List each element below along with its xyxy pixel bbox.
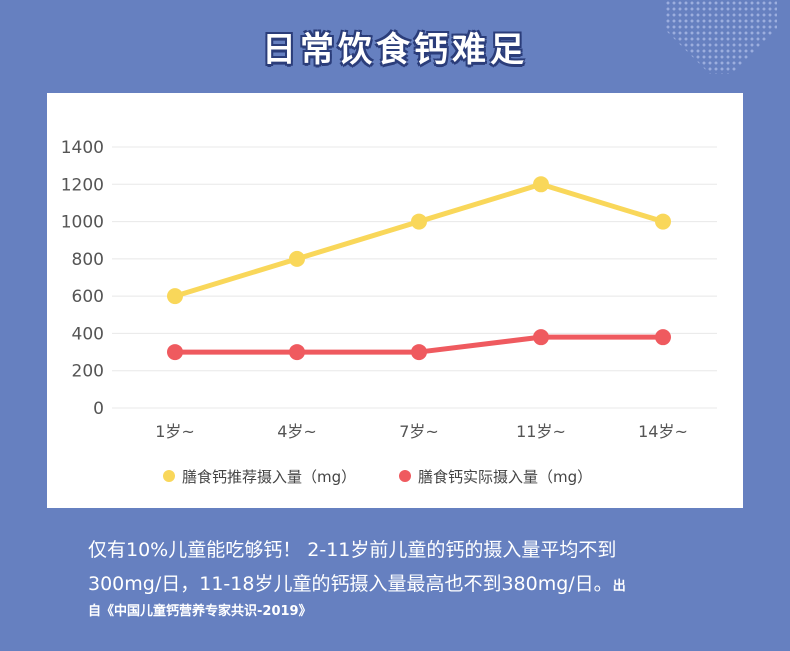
note-line-2-text: 300mg/日，11-18岁儿童的钙摄入量最高也不到380mg/日。 bbox=[88, 573, 613, 595]
y-tick-label: 1400 bbox=[61, 138, 104, 158]
data-point bbox=[411, 344, 427, 361]
data-point bbox=[167, 288, 183, 305]
data-point bbox=[289, 250, 305, 267]
x-tick-label: 4岁~ bbox=[277, 422, 317, 441]
line-chart: 0 200 400 600 800 1000 1200 1400 1岁~ 4岁~ 7岁~ 11岁~ 14… bbox=[61, 138, 717, 486]
chart-card: 0 200 400 600 800 1000 1200 1400 1岁~ 4岁~ 7岁~ 11岁~ 14… bbox=[47, 93, 743, 508]
legend-marker bbox=[163, 470, 175, 482]
data-point bbox=[411, 213, 427, 230]
note-line-2: 300mg/日，11-18岁儿童的钙摄入量最高也不到380mg/日。出 bbox=[88, 569, 626, 596]
data-point bbox=[533, 329, 549, 346]
y-tick-label: 600 bbox=[72, 287, 104, 307]
legend-label: 膳食钙实际摄入量（mg） bbox=[418, 468, 592, 486]
source-prefix: 出 bbox=[612, 579, 626, 594]
x-tick-label: 7岁~ bbox=[399, 422, 439, 441]
x-tick-label: 11岁~ bbox=[516, 422, 566, 441]
page-title: 日常饮食钙难足 bbox=[262, 30, 528, 70]
series-line-0 bbox=[174, 181, 664, 299]
legend-label: 膳食钙推荐摄入量（mg） bbox=[182, 468, 356, 486]
x-tick-label: 1岁~ bbox=[155, 422, 195, 441]
data-point bbox=[289, 344, 305, 361]
y-tick-label: 400 bbox=[72, 324, 104, 344]
data-point bbox=[655, 329, 671, 346]
source-citation: 自《中国儿童钙营养专家共识-2019》 bbox=[88, 604, 312, 619]
y-tick-label: 1200 bbox=[61, 175, 104, 195]
data-point bbox=[655, 213, 671, 230]
y-tick-label: 200 bbox=[72, 362, 104, 382]
x-tick-label: 14岁~ bbox=[638, 422, 688, 441]
y-tick-label: 800 bbox=[72, 250, 104, 270]
data-point bbox=[533, 176, 549, 193]
note-line-1: 仅有10%儿童能吃够钙！ 2-11岁前儿童的钙的摄入量平均不到 bbox=[88, 539, 617, 561]
y-tick-label: 0 bbox=[93, 399, 104, 419]
y-tick-label: 1000 bbox=[61, 213, 104, 233]
data-point bbox=[167, 344, 183, 361]
legend-marker bbox=[399, 470, 411, 482]
